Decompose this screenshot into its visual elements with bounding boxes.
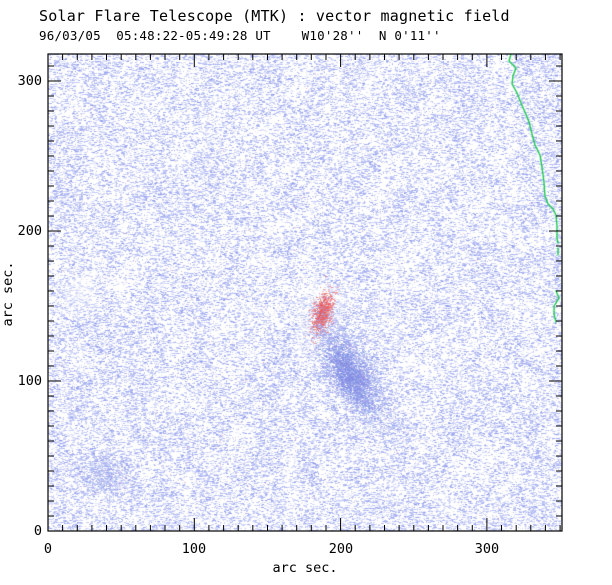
x-tick-label-200: 200	[328, 541, 354, 557]
y-tick-label-300: 300	[17, 73, 42, 89]
y-tick-label-200: 200	[17, 223, 42, 239]
plot-subtitle: 96/03/05 05:48:22-05:49:28 UT W10'28'' N…	[39, 28, 441, 43]
x-tick-label-300: 300	[474, 541, 500, 557]
x-tick-label-0: 0	[43, 541, 53, 557]
magnetogram-canvas	[48, 54, 562, 531]
x-axis-title: arc sec.	[272, 560, 338, 576]
x-tick-label-100: 100	[181, 541, 207, 557]
y-axis-title: arc sec.	[0, 261, 16, 327]
y-tick-label-100: 100	[17, 373, 42, 389]
y-tick-label-0: 0	[33, 523, 42, 539]
plot-title: Solar Flare Telescope (MTK) : vector mag…	[39, 7, 510, 25]
